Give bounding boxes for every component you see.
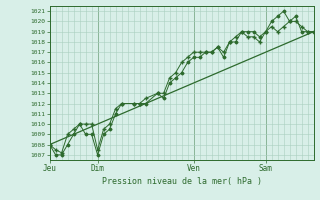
X-axis label: Pression niveau de la mer( hPa ): Pression niveau de la mer( hPa ) (102, 177, 262, 186)
